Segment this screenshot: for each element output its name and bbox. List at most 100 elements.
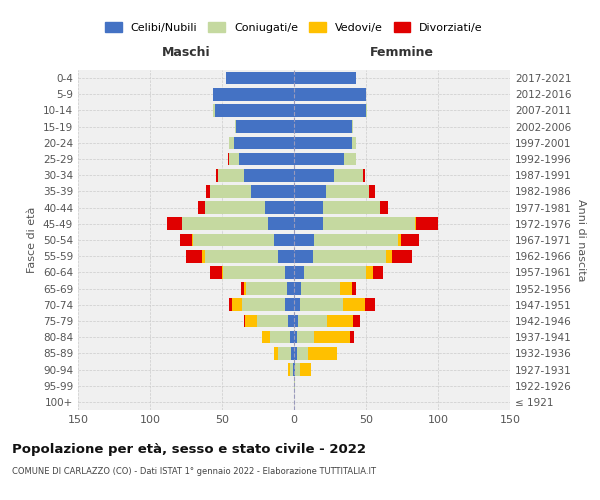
Bar xyxy=(294,347,297,360)
Bar xyxy=(211,266,222,278)
Bar xyxy=(380,202,388,214)
Bar xyxy=(290,331,294,344)
Bar xyxy=(167,218,182,230)
Bar xyxy=(218,169,244,181)
Bar xyxy=(352,282,356,295)
Bar xyxy=(323,218,415,230)
Bar xyxy=(239,152,294,166)
Bar xyxy=(294,218,323,230)
Bar xyxy=(236,120,294,133)
Bar xyxy=(205,202,265,214)
Bar xyxy=(416,218,438,230)
Bar xyxy=(215,104,294,117)
Bar xyxy=(186,250,202,262)
Bar xyxy=(222,266,223,278)
Bar xyxy=(228,152,229,166)
Bar xyxy=(304,266,366,278)
Bar xyxy=(241,282,244,295)
Bar xyxy=(211,185,251,198)
Bar xyxy=(293,363,294,376)
Bar xyxy=(288,314,294,328)
Bar xyxy=(274,234,294,246)
Bar xyxy=(278,250,294,262)
Bar xyxy=(297,331,314,344)
Bar xyxy=(294,88,366,101)
Bar xyxy=(326,185,369,198)
Bar xyxy=(251,185,294,198)
Bar xyxy=(229,136,233,149)
Bar xyxy=(291,347,294,360)
Bar xyxy=(294,298,300,311)
Bar xyxy=(182,218,268,230)
Bar xyxy=(278,347,291,360)
Bar xyxy=(180,234,192,246)
Bar xyxy=(297,347,308,360)
Bar xyxy=(269,331,290,344)
Bar xyxy=(262,331,269,344)
Bar xyxy=(290,363,293,376)
Bar xyxy=(245,314,257,328)
Bar xyxy=(286,266,294,278)
Bar xyxy=(294,169,334,181)
Bar xyxy=(287,282,294,295)
Text: Maschi: Maschi xyxy=(161,46,211,59)
Bar xyxy=(294,104,366,117)
Bar xyxy=(286,298,294,311)
Bar xyxy=(313,250,386,262)
Bar xyxy=(192,234,193,246)
Bar xyxy=(202,250,205,262)
Bar xyxy=(205,250,278,262)
Y-axis label: Fasce di età: Fasce di età xyxy=(28,207,37,273)
Bar xyxy=(344,152,356,166)
Bar xyxy=(268,218,294,230)
Bar xyxy=(294,380,295,392)
Bar xyxy=(343,298,365,311)
Bar xyxy=(257,314,288,328)
Legend: Celibi/Nubili, Coniugati/e, Vedovi/e, Divorziati/e: Celibi/Nubili, Coniugati/e, Vedovi/e, Di… xyxy=(101,18,487,38)
Bar xyxy=(363,169,365,181)
Bar xyxy=(323,202,380,214)
Bar xyxy=(294,250,313,262)
Bar xyxy=(294,282,301,295)
Bar xyxy=(386,250,392,262)
Bar xyxy=(294,152,344,166)
Bar xyxy=(242,298,286,311)
Bar xyxy=(223,266,286,278)
Bar xyxy=(294,331,297,344)
Bar xyxy=(288,363,290,376)
Bar xyxy=(392,250,412,262)
Bar xyxy=(214,104,215,117)
Bar xyxy=(226,72,294,85)
Bar xyxy=(300,298,343,311)
Bar xyxy=(327,314,353,328)
Bar xyxy=(340,282,352,295)
Bar xyxy=(294,185,326,198)
Bar xyxy=(373,266,383,278)
Bar xyxy=(247,282,287,295)
Bar xyxy=(229,298,232,311)
Bar xyxy=(353,314,360,328)
Bar xyxy=(274,347,278,360)
Bar xyxy=(298,314,327,328)
Bar xyxy=(314,234,398,246)
Bar xyxy=(197,202,205,214)
Bar xyxy=(294,234,314,246)
Bar xyxy=(294,136,352,149)
Bar xyxy=(294,363,295,376)
Bar xyxy=(244,169,294,181)
Text: Femmine: Femmine xyxy=(370,46,434,59)
Bar xyxy=(366,104,367,117)
Bar xyxy=(294,314,298,328)
Bar xyxy=(232,298,242,311)
Bar xyxy=(352,120,353,133)
Bar xyxy=(350,331,355,344)
Bar xyxy=(308,347,337,360)
Bar xyxy=(244,282,247,295)
Bar xyxy=(314,331,350,344)
Bar xyxy=(216,169,218,181)
Bar xyxy=(300,363,311,376)
Bar xyxy=(229,152,239,166)
Bar xyxy=(301,282,340,295)
Text: COMUNE DI CARLAZZO (CO) - Dati ISTAT 1° gennaio 2022 - Elaborazione TUTTITALIA.I: COMUNE DI CARLAZZO (CO) - Dati ISTAT 1° … xyxy=(12,468,376,476)
Bar xyxy=(233,136,294,149)
